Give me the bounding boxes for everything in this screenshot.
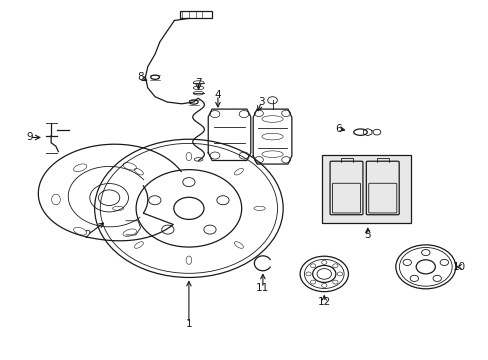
Text: 1: 1 — [185, 319, 192, 329]
Text: 6: 6 — [335, 123, 342, 134]
Text: 10: 10 — [452, 262, 465, 272]
Text: 2: 2 — [84, 230, 90, 240]
Bar — [321, 155, 410, 222]
Text: 8: 8 — [137, 72, 143, 82]
Text: 12: 12 — [317, 297, 330, 307]
Text: 4: 4 — [214, 90, 221, 100]
Text: 5: 5 — [364, 230, 370, 240]
Bar — [180, 10, 211, 18]
Text: 7: 7 — [195, 77, 202, 87]
Text: 9: 9 — [26, 132, 33, 143]
Text: 3: 3 — [258, 97, 264, 107]
Text: 11: 11 — [256, 283, 269, 293]
